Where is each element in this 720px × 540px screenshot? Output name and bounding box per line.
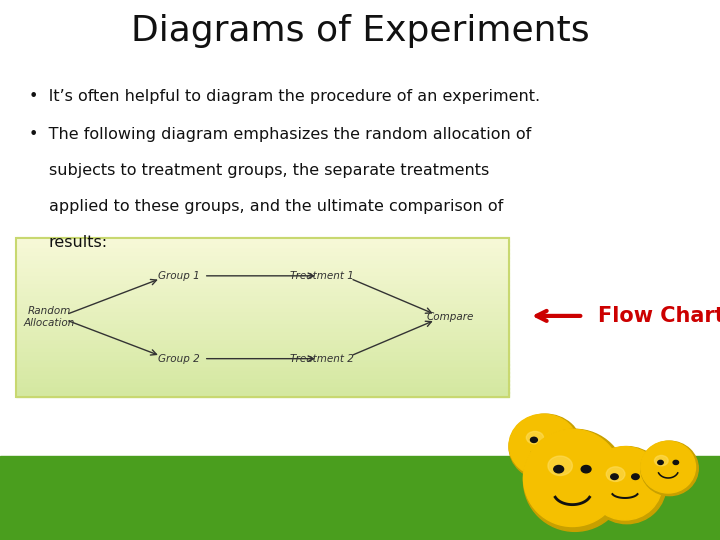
- Circle shape: [673, 461, 678, 464]
- Bar: [16, 253, 509, 258]
- Text: Group 2: Group 2: [158, 354, 199, 363]
- Bar: [16, 305, 509, 309]
- Ellipse shape: [523, 429, 626, 531]
- Bar: [16, 353, 509, 357]
- Bar: [0, 456, 720, 540]
- Text: Flow Chart: Flow Chart: [598, 306, 720, 326]
- Bar: [16, 361, 509, 365]
- Bar: [16, 325, 509, 329]
- Ellipse shape: [606, 467, 625, 482]
- Circle shape: [581, 465, 591, 473]
- Bar: [16, 273, 509, 278]
- Text: •  The following diagram emphasizes the random allocation of: • The following diagram emphasizes the r…: [29, 127, 531, 142]
- Bar: [16, 297, 509, 301]
- Bar: [16, 393, 509, 397]
- Text: Treatment 2: Treatment 2: [289, 354, 354, 363]
- Bar: [16, 277, 509, 281]
- Ellipse shape: [526, 431, 544, 444]
- Bar: [16, 309, 509, 313]
- Bar: [16, 368, 509, 373]
- Circle shape: [531, 437, 537, 442]
- Bar: [16, 336, 509, 341]
- Ellipse shape: [654, 455, 668, 466]
- Bar: [16, 341, 509, 345]
- Bar: [16, 376, 509, 381]
- Bar: [16, 249, 509, 254]
- Bar: [16, 269, 509, 273]
- Bar: [16, 349, 509, 353]
- Ellipse shape: [509, 414, 578, 477]
- Bar: [16, 257, 509, 261]
- Text: Group 1: Group 1: [158, 271, 199, 281]
- Circle shape: [658, 461, 663, 464]
- Text: •  It’s often helpful to diagram the procedure of an experiment.: • It’s often helpful to diagram the proc…: [29, 89, 540, 104]
- Text: Compare: Compare: [426, 312, 474, 322]
- Bar: [16, 237, 509, 241]
- Text: Random
Allocation: Random Allocation: [24, 306, 75, 328]
- Bar: [16, 261, 509, 266]
- Ellipse shape: [523, 429, 621, 526]
- Bar: [16, 293, 509, 298]
- Bar: [16, 373, 509, 377]
- Circle shape: [611, 474, 618, 480]
- Text: Diagrams of Experiments: Diagrams of Experiments: [131, 14, 589, 48]
- Bar: [16, 281, 509, 285]
- Bar: [16, 313, 509, 317]
- Bar: [16, 241, 509, 246]
- Bar: [16, 356, 509, 361]
- Ellipse shape: [641, 441, 698, 496]
- Bar: [16, 289, 509, 293]
- Circle shape: [631, 474, 639, 480]
- Bar: [16, 316, 509, 321]
- Text: applied to these groups, and the ultimate comparison of: applied to these groups, and the ultimat…: [49, 199, 503, 214]
- Bar: [16, 301, 509, 305]
- Text: subjects to treatment groups, the separate treatments: subjects to treatment groups, the separa…: [49, 163, 489, 178]
- Bar: [16, 321, 509, 325]
- Bar: [16, 345, 509, 349]
- Bar: [16, 364, 509, 369]
- Ellipse shape: [641, 441, 696, 493]
- Bar: [16, 384, 509, 389]
- Bar: [16, 245, 509, 249]
- Text: results:: results:: [49, 235, 108, 251]
- Circle shape: [554, 465, 564, 473]
- Bar: [16, 285, 509, 289]
- Ellipse shape: [509, 414, 582, 480]
- Bar: [16, 388, 509, 393]
- Circle shape: [550, 437, 557, 442]
- Bar: [16, 380, 509, 385]
- Bar: [16, 333, 509, 337]
- Text: Treatment 1: Treatment 1: [289, 271, 354, 281]
- Ellipse shape: [588, 447, 662, 520]
- Bar: [16, 265, 509, 269]
- Ellipse shape: [548, 456, 572, 475]
- Bar: [16, 238, 509, 397]
- Bar: [16, 329, 509, 333]
- Ellipse shape: [588, 447, 666, 524]
